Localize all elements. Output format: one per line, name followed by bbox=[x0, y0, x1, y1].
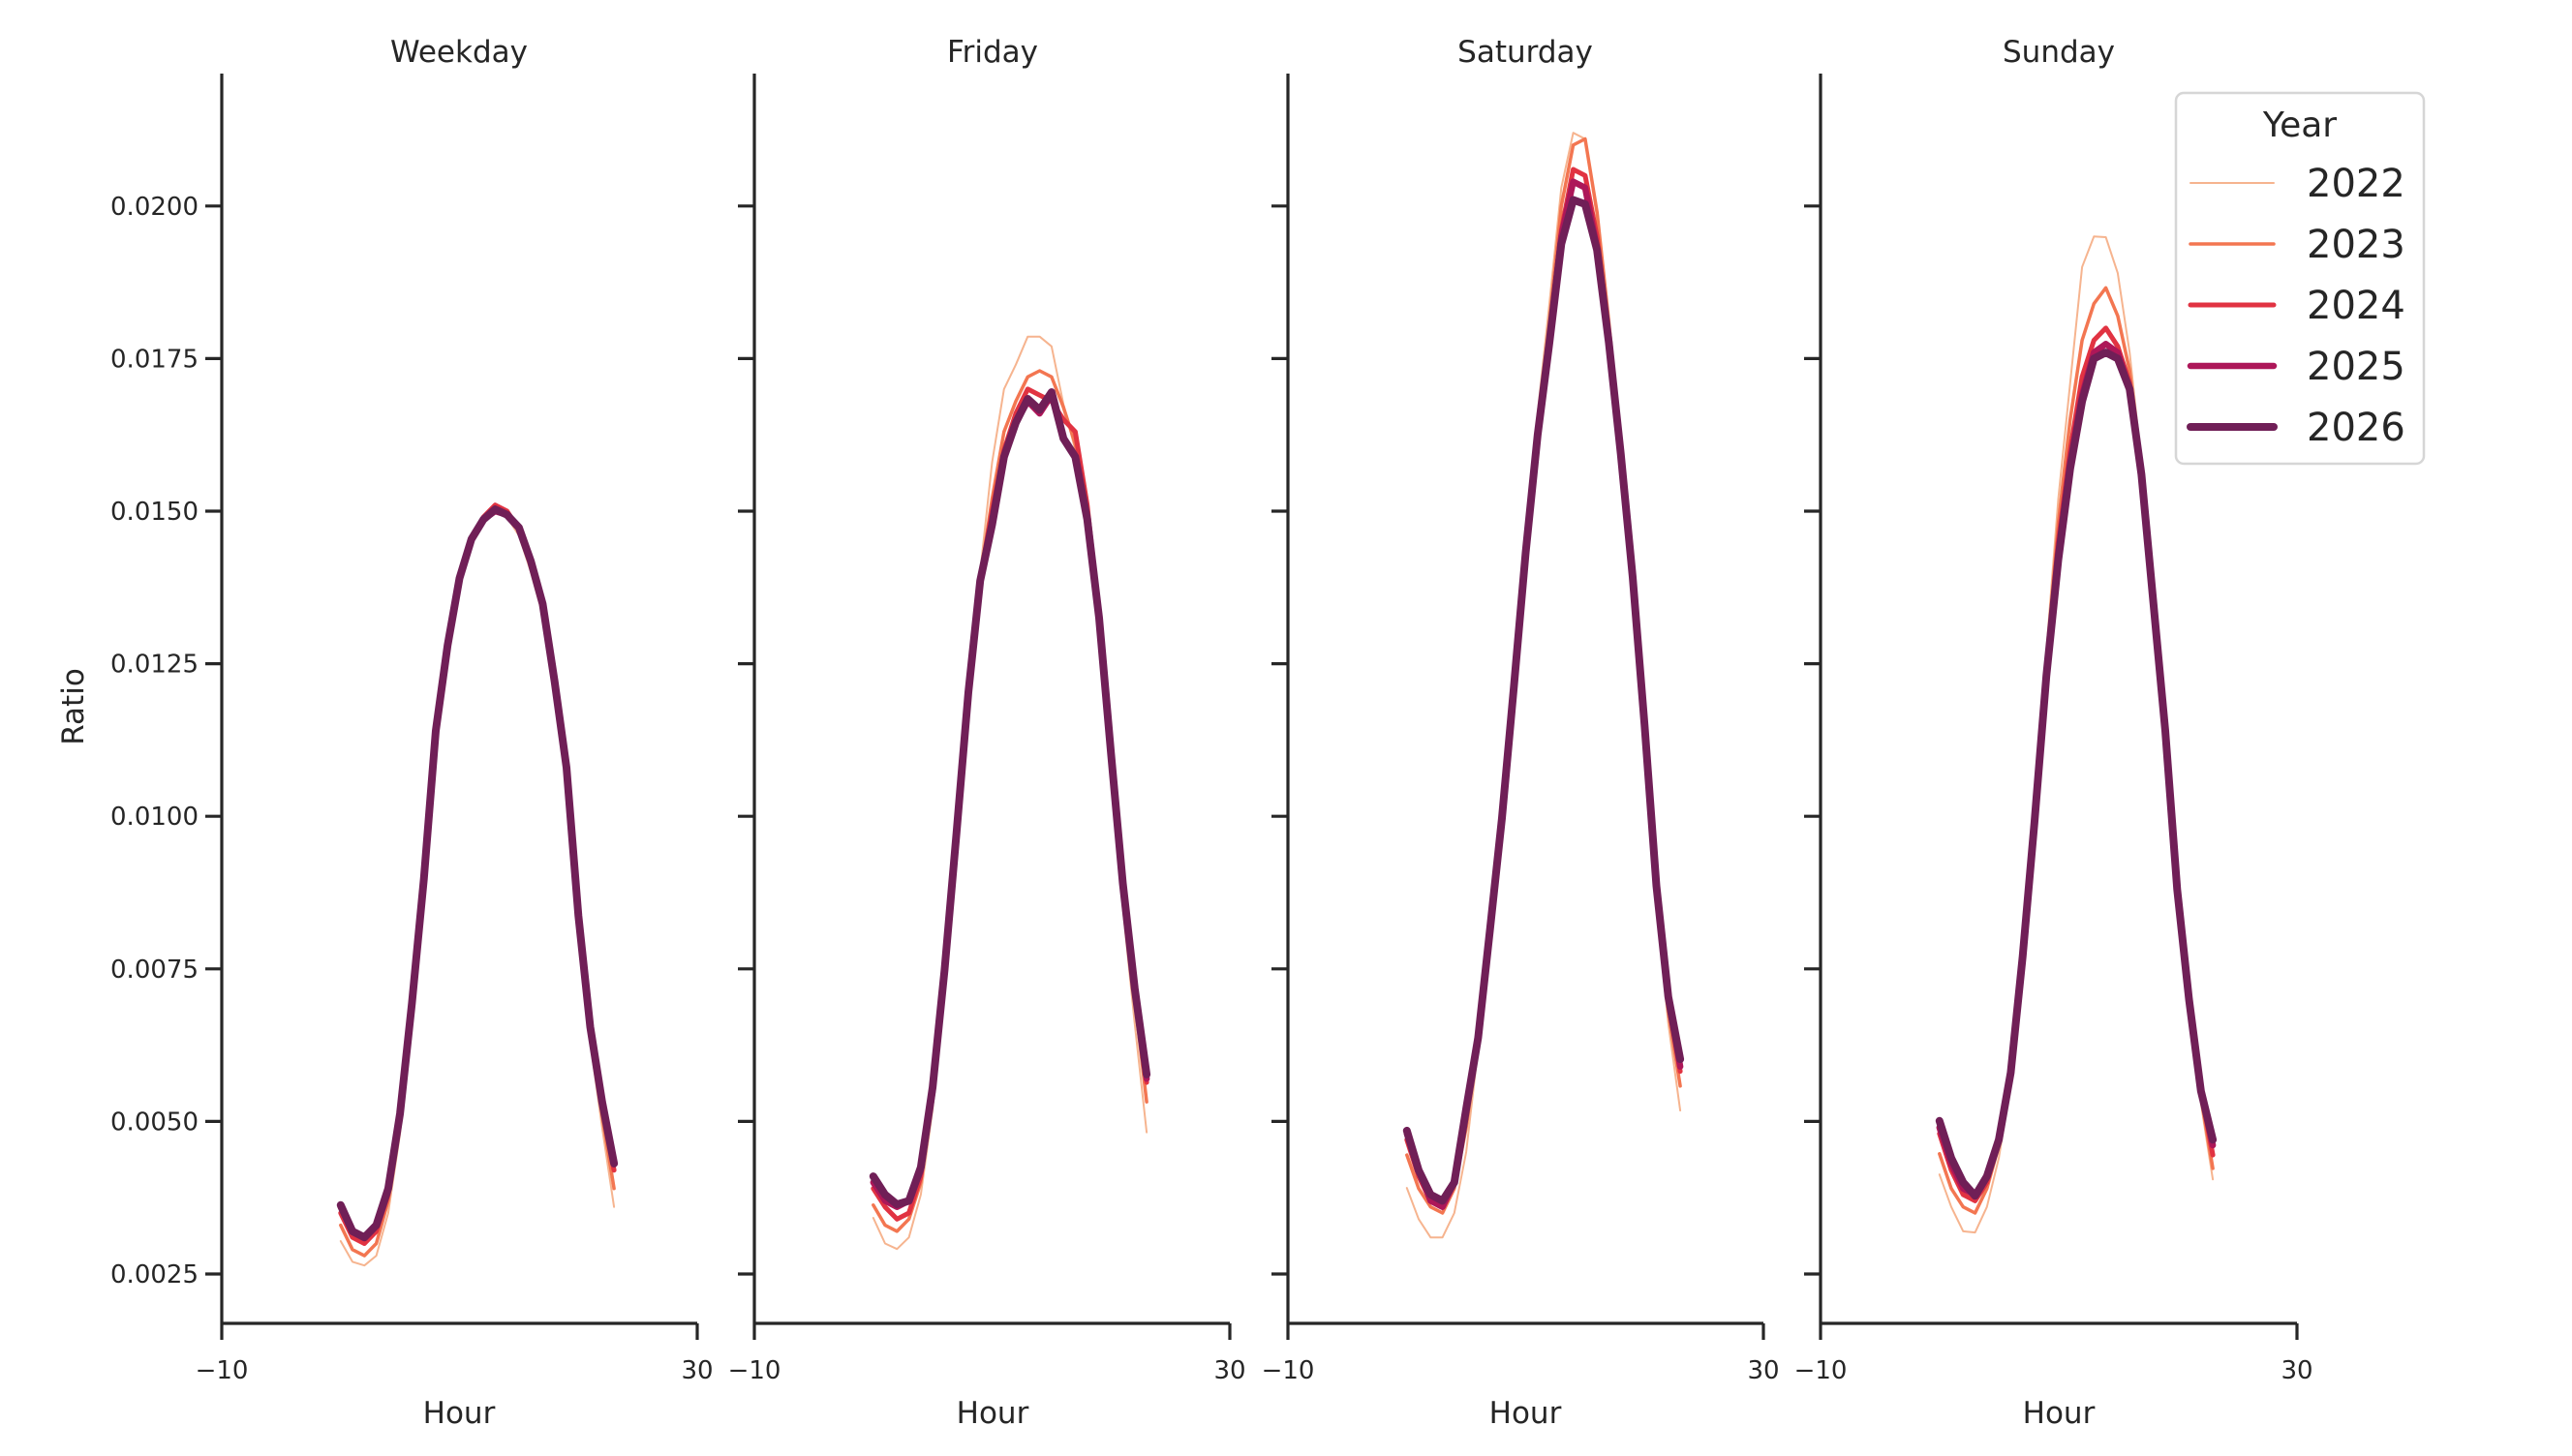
x-tick-label-min: −10 bbox=[728, 1356, 781, 1385]
x-tick-label-max: 30 bbox=[1213, 1356, 1245, 1385]
y-tick-label: 0.0125 bbox=[110, 651, 199, 680]
y-axis-ticks: 0.0025 0.0050 0.0075 0.0100 0.0125 0.0150 0.01… bbox=[110, 193, 222, 1289]
series-line-2026 bbox=[1402, 196, 1685, 1205]
y-tick-label: 0.0050 bbox=[110, 1107, 199, 1137]
y-tick-label: 0.0100 bbox=[110, 803, 199, 832]
x-tick-label-min: −10 bbox=[1794, 1356, 1848, 1385]
legend-entries: 2022 2023 2024 2025 2026 bbox=[2187, 162, 2405, 450]
panel-friday: Friday −10 30 Hour bbox=[728, 35, 1246, 1431]
x-axis-label: Hour bbox=[2023, 1396, 2096, 1431]
panel-saturday: Saturday −10 30 Hour bbox=[1262, 35, 1780, 1431]
series-line-2023 bbox=[872, 369, 1148, 1233]
panel-sunday: Sunday −10 30 Hour bbox=[1794, 35, 2313, 1431]
legend-title: Year bbox=[2262, 106, 2337, 145]
panel-title: Weekday bbox=[390, 35, 528, 70]
series-lines bbox=[1402, 132, 1685, 1239]
panel-title: Sunday bbox=[2003, 35, 2115, 70]
y-axis-label: Ratio bbox=[56, 668, 91, 745]
x-tick-label-min: −10 bbox=[196, 1356, 249, 1385]
x-tick-label-max: 30 bbox=[1747, 1356, 1779, 1385]
panel-weekday: Weekday 0.00250.00500.00750.01000.01250.… bbox=[110, 35, 714, 1431]
legend-frame bbox=[2174, 91, 2426, 466]
y-axis-ticks bbox=[1804, 204, 1821, 1276]
legend-label-2022: 2022 bbox=[2307, 162, 2405, 206]
series-line-2024 bbox=[871, 386, 1149, 1222]
panel-title: Saturday bbox=[1457, 35, 1593, 70]
series-line-2022 bbox=[872, 335, 1148, 1251]
series-line-2024 bbox=[1937, 325, 2216, 1203]
legend-label-2023: 2023 bbox=[2307, 223, 2405, 267]
series-lines bbox=[869, 335, 1151, 1251]
y-axis-ticks bbox=[738, 204, 754, 1276]
series-lines bbox=[1935, 235, 2218, 1234]
x-axis-label: Hour bbox=[423, 1396, 496, 1431]
series-line-2026 bbox=[336, 505, 619, 1242]
y-tick-label: 0.0150 bbox=[110, 498, 199, 527]
y-tick-label: 0.0025 bbox=[110, 1260, 199, 1289]
series-lines bbox=[336, 502, 619, 1267]
x-axis-label: Hour bbox=[1489, 1396, 1562, 1431]
x-tick-label-min: −10 bbox=[1262, 1356, 1315, 1385]
series-line-2026 bbox=[869, 388, 1151, 1209]
legend-label-2025: 2025 bbox=[2307, 345, 2405, 389]
y-tick-label: 0.0075 bbox=[110, 956, 199, 985]
x-tick-label-max: 30 bbox=[681, 1356, 713, 1385]
x-axis-label: Hour bbox=[957, 1396, 1029, 1431]
y-tick-label: 0.0175 bbox=[110, 345, 199, 374]
y-tick-label: 0.0200 bbox=[110, 193, 199, 222]
legend: Year 2022 2023 2024 2025 2026 bbox=[2174, 91, 2426, 466]
y-axis-ticks bbox=[1271, 204, 1288, 1276]
series-line-2025 bbox=[870, 391, 1150, 1210]
legend-label-2024: 2024 bbox=[2307, 284, 2405, 328]
x-tick-label-max: 30 bbox=[2281, 1356, 2312, 1385]
panel-title: Friday bbox=[947, 35, 1038, 70]
series-line-2026 bbox=[1935, 349, 2218, 1200]
legend-label-2026: 2026 bbox=[2307, 406, 2405, 450]
